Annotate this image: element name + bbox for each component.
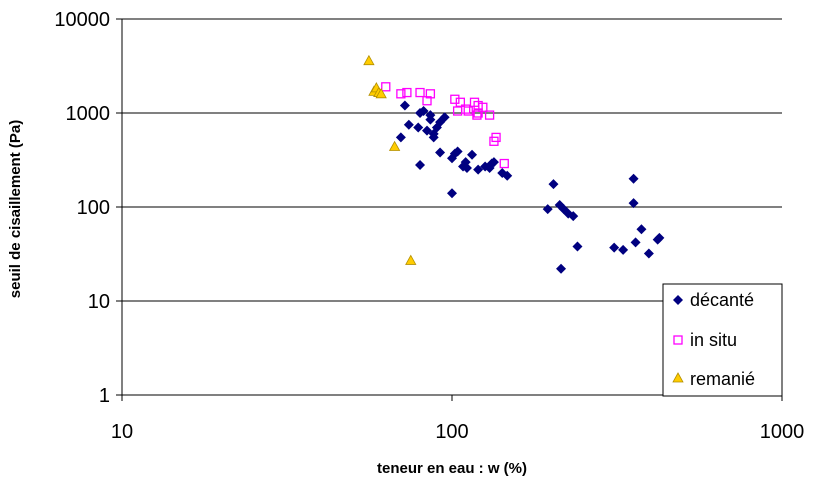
point-decante-3	[413, 122, 424, 133]
point-decante-38	[572, 241, 583, 252]
point-decante-13	[428, 132, 439, 143]
point-decante-0	[399, 100, 410, 111]
y-tick-label-100: 100	[77, 197, 110, 219]
point-decante-32	[548, 179, 559, 190]
point-in-situ-16	[484, 110, 495, 120]
x-tick-labels: 10 100 1000	[111, 421, 804, 443]
point-in-situ-2	[402, 87, 412, 98]
point-decante-45	[643, 248, 654, 259]
point-in-situ-10	[463, 106, 473, 116]
point-decante-24	[473, 164, 484, 175]
point-decante-42	[628, 198, 639, 209]
series-remanie	[363, 54, 417, 265]
y-axis-title: seuil de cisaillement (Pa)	[7, 120, 24, 298]
y-tick-label-1000: 1000	[66, 103, 111, 125]
y-tick-label-1: 1	[99, 385, 110, 407]
series-in-situ	[381, 82, 509, 169]
legend-label-remanie: remanié	[690, 369, 755, 389]
point-decante-23	[467, 149, 478, 160]
x-tick-label-10: 10	[111, 421, 133, 443]
y-tick-label-10000: 10000	[54, 9, 110, 31]
point-decante-37	[556, 263, 567, 274]
y-tick-labels: 1 10 100 1000 10000	[54, 9, 110, 407]
legend-label-in-situ: in situ	[690, 330, 737, 350]
point-decante-47	[654, 232, 665, 243]
x-axis-title: teneur en eau : w (%)	[377, 460, 527, 477]
point-in-situ-7	[455, 97, 466, 107]
point-remanie-4	[375, 87, 387, 99]
series-decante	[395, 100, 665, 274]
point-in-situ-9	[461, 104, 471, 114]
point-decante-43	[630, 237, 641, 248]
point-decante-44	[636, 224, 647, 235]
point-decante-2	[403, 119, 414, 130]
point-decante-40	[618, 244, 629, 255]
x-tick-label-1000: 1000	[760, 421, 805, 443]
legend-marker-in-situ	[673, 335, 683, 345]
point-decante-30	[502, 170, 513, 181]
point-decante-1	[395, 132, 406, 143]
point-remanie-0	[363, 54, 375, 66]
point-decante-5	[418, 106, 429, 117]
point-decante-39	[609, 242, 620, 253]
point-decante-22	[461, 162, 472, 173]
point-decante-28	[488, 157, 499, 168]
point-in-situ-0	[381, 82, 391, 92]
data-points	[363, 54, 665, 274]
point-in-situ-3	[415, 87, 425, 98]
point-remanie-6	[405, 254, 417, 265]
point-remanie-5	[388, 140, 401, 151]
point-decante-15	[415, 159, 426, 170]
point-decante-16	[447, 188, 457, 199]
point-decante-41	[628, 173, 639, 184]
point-decante-31	[542, 204, 553, 215]
y-tick-label-10: 10	[88, 291, 110, 313]
x-tick-label-100: 100	[435, 421, 468, 443]
point-in-situ-5	[422, 96, 432, 106]
point-decante-12	[439, 112, 450, 123]
point-decante-8	[425, 110, 436, 121]
point-in-situ-1	[396, 89, 406, 99]
legend: décanté in situ remanié	[662, 283, 783, 397]
point-decante-36	[568, 211, 579, 222]
point-in-situ-15	[472, 110, 482, 120]
point-decante-14	[435, 147, 446, 158]
point-in-situ-13	[478, 102, 488, 112]
legend-box	[662, 283, 783, 397]
legend-label-decante: décanté	[690, 290, 754, 310]
point-in-situ-18	[491, 132, 501, 143]
point-decante-19	[452, 146, 463, 157]
legend-marker-decante	[673, 295, 683, 305]
point-in-situ-14	[473, 108, 483, 118]
point-in-situ-6	[450, 94, 460, 104]
legend-marker-remanie	[672, 372, 684, 383]
point-in-situ-19	[499, 158, 509, 169]
